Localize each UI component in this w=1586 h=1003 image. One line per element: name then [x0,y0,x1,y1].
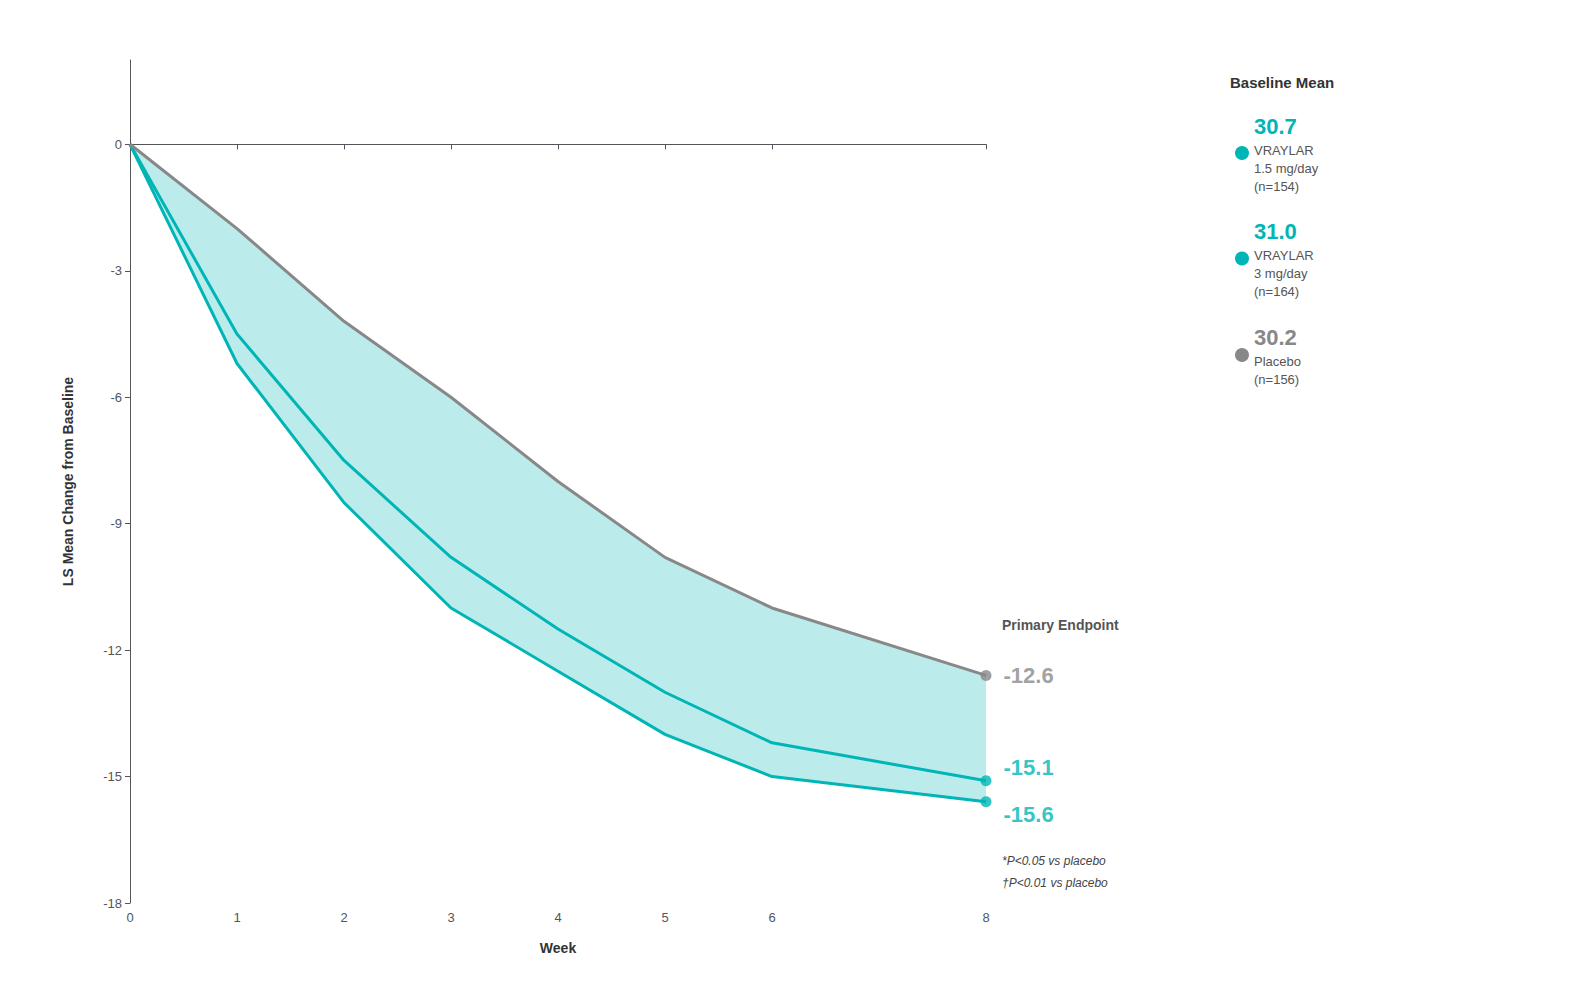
svg-text:5: 5 [661,910,668,925]
svg-text:30.7: 30.7 [1254,114,1297,139]
svg-text:*P<0.05 vs placebo: *P<0.05 vs placebo [1002,854,1106,868]
svg-text:1.5 mg/day: 1.5 mg/day [1254,161,1319,176]
svg-text:-18: -18 [103,896,122,911]
svg-text:(n=164): (n=164) [1254,284,1299,299]
svg-text:VRAYLAR: VRAYLAR [1254,143,1314,158]
svg-text:-3: -3 [110,263,122,278]
svg-text:3 mg/day: 3 mg/day [1254,266,1308,281]
svg-text:VRAYLAR: VRAYLAR [1254,248,1314,263]
svg-text:Primary Endpoint: Primary Endpoint [1002,617,1119,633]
svg-text:-12.6: -12.6 [1004,663,1054,688]
svg-text:†P<0.01 vs placebo: †P<0.01 vs placebo [1002,876,1108,890]
svg-text:2: 2 [340,910,347,925]
svg-text:(n=154): (n=154) [1254,179,1299,194]
svg-text:0: 0 [126,910,133,925]
svg-text:6: 6 [768,910,775,925]
svg-text:-15.1: -15.1 [1004,755,1054,780]
svg-text:4: 4 [554,910,561,925]
svg-text:-12: -12 [103,643,122,658]
svg-text:-6: -6 [110,390,122,405]
svg-text:1: 1 [233,910,240,925]
svg-text:-9: -9 [110,516,122,531]
svg-text:-15: -15 [103,769,122,784]
svg-text:LS Mean Change from Baseline: LS Mean Change from Baseline [60,377,76,586]
svg-text:30.2: 30.2 [1254,325,1297,350]
svg-text:8: 8 [982,910,989,925]
svg-text:Baseline Mean: Baseline Mean [1230,74,1334,91]
svg-text:(n=156): (n=156) [1254,372,1299,387]
svg-text:31.0: 31.0 [1254,219,1297,244]
svg-text:Placebo: Placebo [1254,354,1301,369]
svg-text:-15.6: -15.6 [1004,802,1054,827]
svg-text:Week: Week [540,940,577,956]
svg-text:0: 0 [115,137,122,152]
svg-text:3: 3 [447,910,454,925]
